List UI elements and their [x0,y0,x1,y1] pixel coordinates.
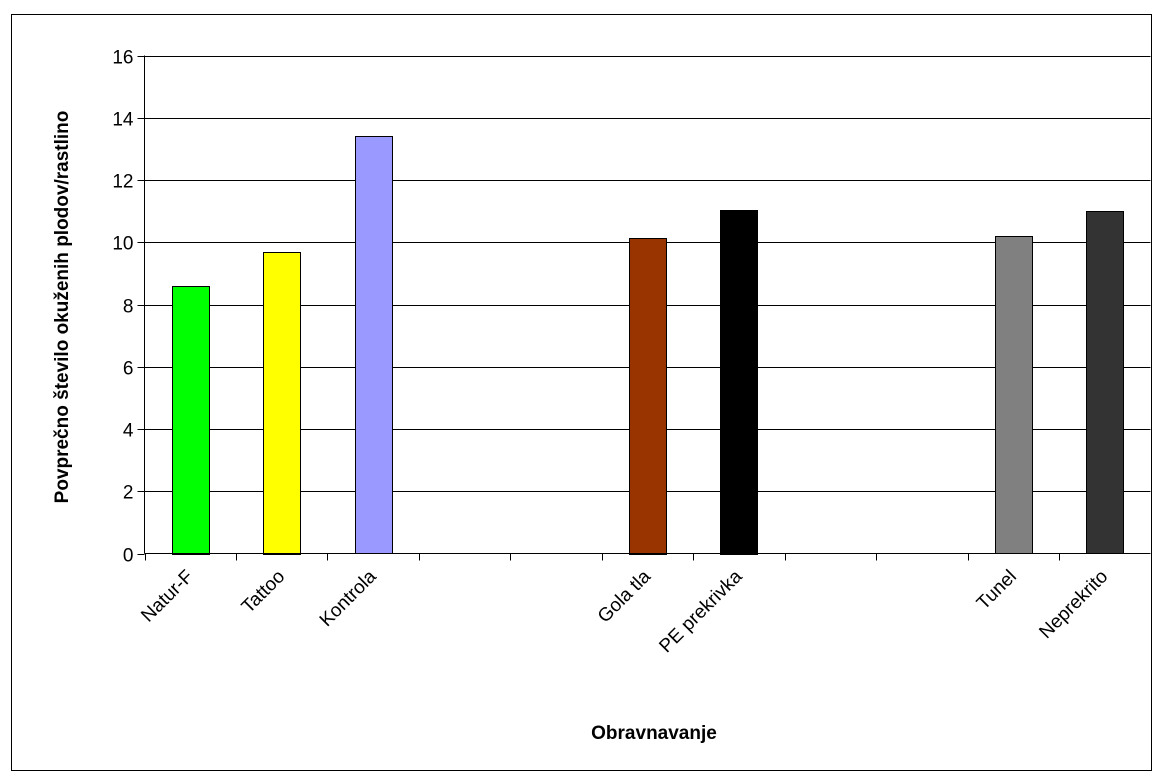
bars [172,136,1124,555]
y-tick-label: 10 [112,234,133,255]
y-tick-labels: 0 2 4 6 8 10 12 14 16 [112,48,134,567]
y-tick-label: 2 [123,483,134,504]
bar [1086,211,1124,554]
y-tick-label: 14 [112,110,134,131]
y-tick-label: 4 [123,421,134,442]
axes [137,55,1152,561]
x-axis-title: Obravnavanje [591,723,717,744]
bar [720,210,758,555]
bar [629,238,667,555]
y-axis-title: Povprečno število okuženih plodov/rastli… [52,111,73,504]
bar [172,286,210,555]
y-tick-label: 6 [123,359,134,380]
y-tick-label: 8 [123,297,134,318]
bar [263,252,301,555]
bar [995,236,1033,554]
bar [355,136,393,554]
y-tick-label: 0 [123,546,134,567]
y-tick-label: 16 [112,48,133,69]
y-tick-label: 12 [112,172,133,193]
